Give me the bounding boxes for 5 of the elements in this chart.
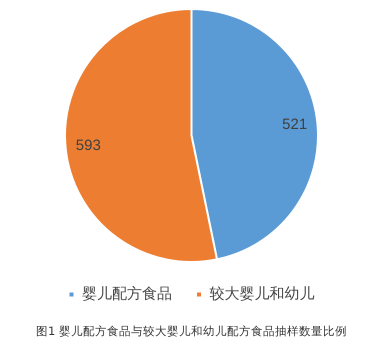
legend-label: 较大婴儿和幼儿 [210,284,314,302]
data-label: 521 [282,116,308,134]
legend-label: 婴儿配方食品 [82,284,172,302]
caption: 图1 婴儿配方食品与较大婴儿和幼儿配方食品抽样数量比例 [35,324,348,339]
data-label: 593 [76,137,101,154]
